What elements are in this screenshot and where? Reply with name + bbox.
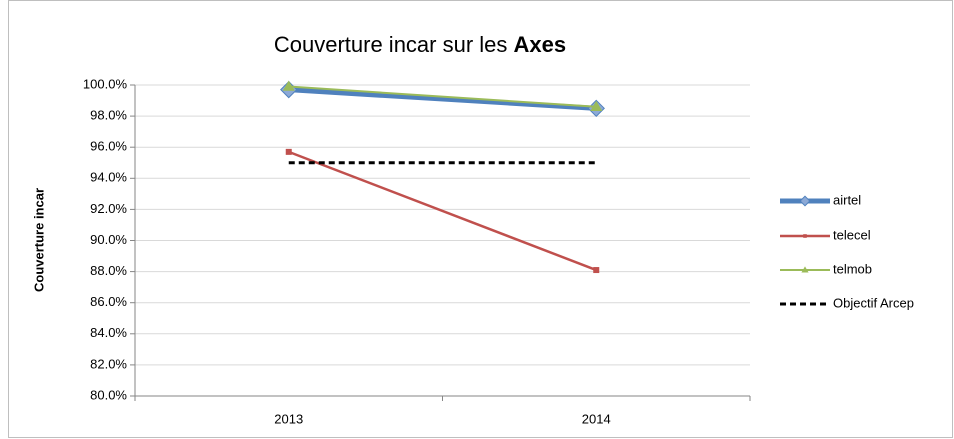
point-marker bbox=[590, 100, 603, 111]
y-tick-label: 98.0% bbox=[90, 108, 127, 123]
x-tick-label: 2013 bbox=[274, 411, 303, 426]
y-tick-label: 86.0% bbox=[90, 294, 127, 309]
legend-label: Objectif Arcep bbox=[833, 295, 914, 310]
y-tick-label: 84.0% bbox=[90, 325, 127, 340]
y-tick-label: 90.0% bbox=[90, 232, 127, 247]
legend-label: telecel bbox=[833, 227, 871, 242]
legend-marker bbox=[799, 195, 811, 207]
series-line bbox=[288, 87, 597, 111]
point-marker bbox=[285, 148, 292, 155]
y-tick-label: 80.0% bbox=[90, 387, 127, 402]
legend-marker bbox=[803, 234, 807, 238]
title-main: Couverture incar sur les bbox=[274, 32, 508, 57]
legend-marker bbox=[801, 266, 809, 273]
x-tick-label: 2014 bbox=[582, 411, 611, 426]
legend-label: airtel bbox=[833, 192, 861, 207]
point-marker bbox=[593, 267, 600, 274]
y-tick-label: 88.0% bbox=[90, 263, 127, 278]
y-tick-label: 92.0% bbox=[90, 201, 127, 216]
point-marker bbox=[282, 80, 295, 91]
series-line bbox=[288, 150, 597, 272]
series-line bbox=[288, 85, 597, 108]
y-tick-label: 94.0% bbox=[90, 170, 127, 185]
chart-title: Couverture incar sur les Axes bbox=[274, 32, 566, 57]
y-axis-label: Couverture incar bbox=[31, 188, 46, 292]
y-tick-label: 100.0% bbox=[83, 76, 128, 91]
chart-frame bbox=[8, 0, 953, 438]
legend-label: telmob bbox=[833, 261, 872, 276]
title-emphasis: Axes bbox=[514, 32, 567, 57]
y-tick-label: 82.0% bbox=[90, 356, 127, 371]
y-tick-label: 96.0% bbox=[90, 139, 127, 154]
